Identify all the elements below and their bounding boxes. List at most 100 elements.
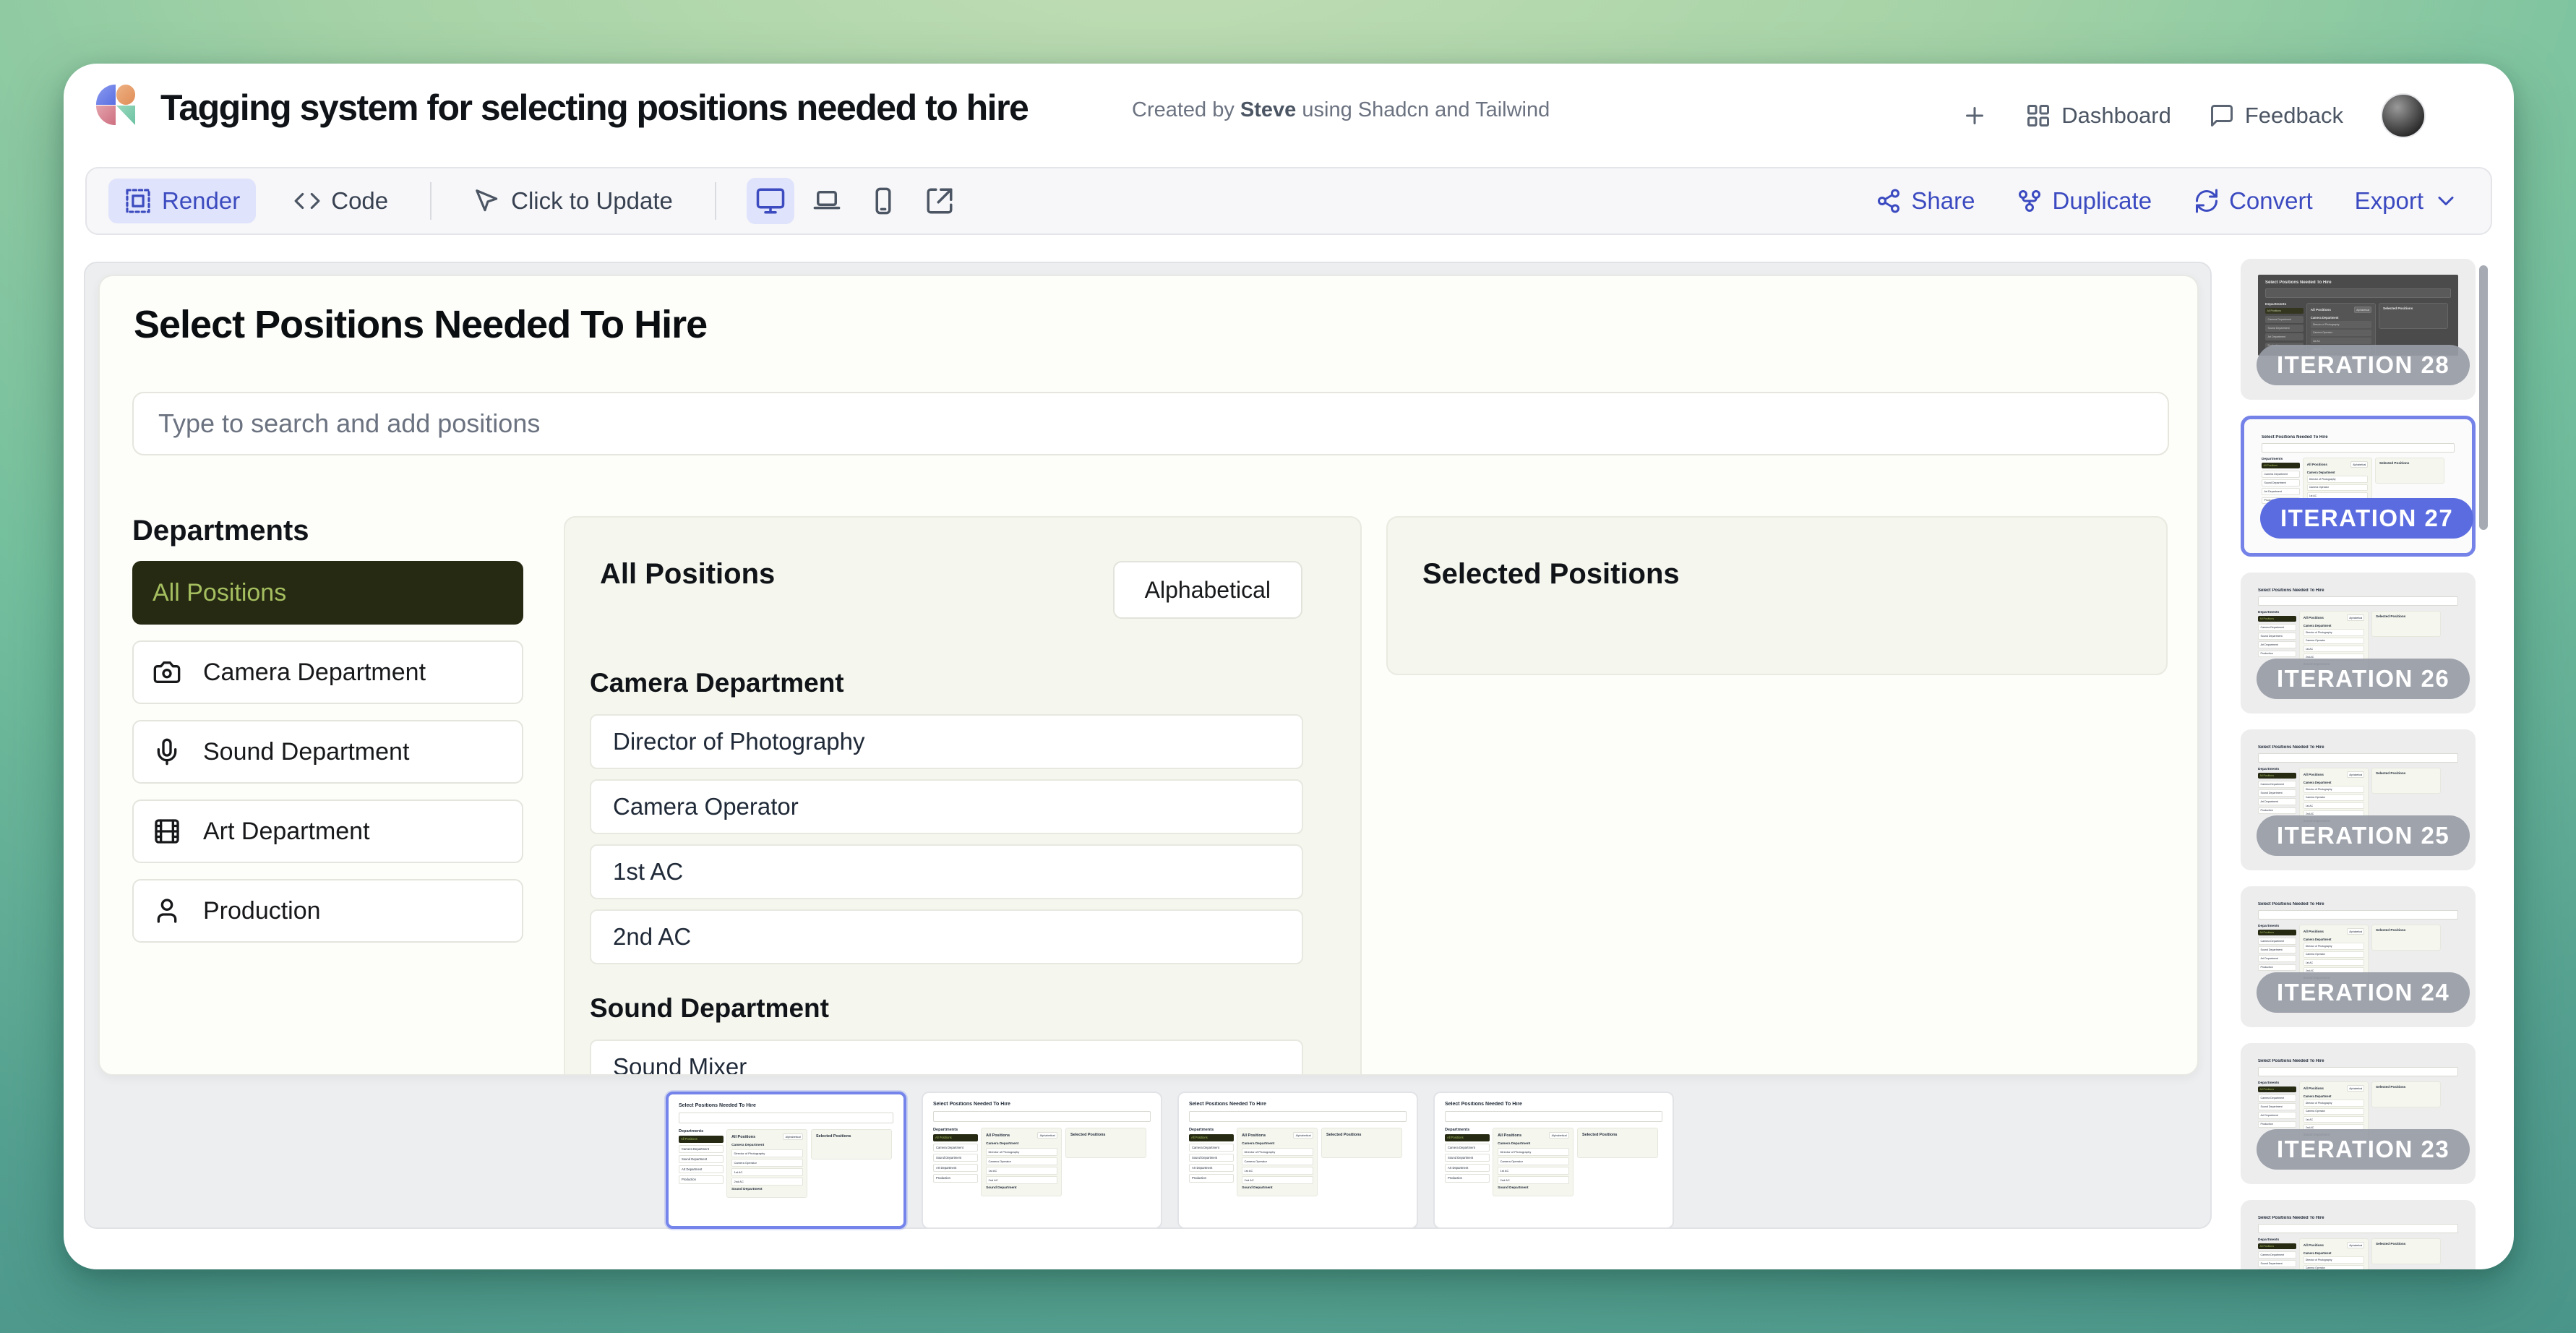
export-label: Export: [2354, 187, 2423, 214]
new-project-button[interactable]: [1962, 103, 1988, 129]
departments-heading: Departments: [132, 515, 309, 547]
open-external-icon: [924, 186, 955, 216]
preview-thumbnail[interactable]: Select Positions Needed To Hire Departme…: [922, 1092, 1162, 1229]
grid-icon: [2025, 103, 2051, 129]
iteration-preview: Select Positions Needed To Hire Departme…: [2258, 1216, 2458, 1269]
alphabetical-sort-button[interactable]: Alphabetical: [1112, 561, 1302, 619]
departments-column: Departments All Positions Camera Departm…: [132, 515, 523, 943]
code-label: Code: [331, 187, 389, 214]
mini-preview: Select Positions Needed To Hire Departme…: [933, 1102, 1151, 1196]
preview-thumbnail[interactable]: Select Positions Needed To Hire Departme…: [666, 1092, 906, 1229]
laptop-view-button[interactable]: [803, 178, 851, 224]
created-by-prefix: Created by: [1132, 98, 1235, 121]
speech-bubble-icon: [2209, 103, 2235, 129]
iteration-label: ITERATION 28: [2257, 345, 2470, 385]
department-icon: [153, 896, 181, 925]
click-to-update-label: Click to Update: [511, 187, 673, 214]
logo-quadrant-pink: [96, 105, 116, 125]
all-positions-panel: All Positions Alphabetical Camera Depart…: [564, 516, 1362, 1074]
sound-position-list: Sound Mixer: [590, 1040, 1303, 1074]
export-dropdown[interactable]: Export: [2355, 187, 2459, 215]
dashboard-button[interactable]: Dashboard: [2025, 103, 2171, 129]
iteration-label: ITERATION 24: [2257, 972, 2470, 1013]
sidebar-scrollbar[interactable]: [2479, 265, 2488, 530]
share-icon: [1876, 188, 1902, 214]
selected-positions-title: Selected Positions: [1422, 558, 1680, 590]
logo-quadrant-teal: [116, 105, 135, 125]
click-to-update-button[interactable]: Click to Update: [458, 179, 689, 223]
header: Tagging system for selecting positions n…: [64, 64, 2514, 167]
department-icon: [153, 737, 181, 766]
code-tab[interactable]: Code: [278, 179, 404, 223]
camera-department-group-title: Camera Department: [590, 668, 844, 698]
all-positions-label: All Positions: [153, 578, 287, 607]
department-label: Camera Department: [203, 658, 426, 686]
department-icon: [153, 658, 181, 687]
iteration-card[interactable]: Select Positions Needed To Hire Departme…: [2241, 729, 2476, 870]
dashboard-label: Dashboard: [2061, 102, 2171, 128]
mini-preview: Select Positions Needed To Hire Departme…: [1445, 1102, 1662, 1196]
sound-department-group-title: Sound Department: [590, 993, 829, 1023]
magic-patterns-logo[interactable]: [96, 85, 135, 125]
duplicate-label: Duplicate: [2052, 187, 2152, 214]
iteration-card[interactable]: Select Positions Needed To Hire Departme…: [2241, 886, 2476, 1027]
position-item[interactable]: 1st AC: [590, 844, 1303, 899]
position-item[interactable]: Director of Photography: [590, 714, 1303, 769]
render-icon: [124, 187, 152, 215]
preview-carousel: Select Positions Needed To Hire Departme…: [666, 1092, 1674, 1229]
share-button[interactable]: Share: [1876, 187, 1975, 215]
created-by-line: Created by Steve using Shadcn and Tailwi…: [1132, 98, 1550, 122]
iteration-card[interactable]: Select Positions Needed To Hire Departme…: [2241, 259, 2476, 400]
convert-icon: [2194, 188, 2220, 214]
convert-label: Convert: [2229, 187, 2313, 214]
iteration-label: ITERATION 25: [2257, 815, 2470, 856]
iterations-sidebar: Select Positions Needed To Hire Departme…: [2241, 259, 2476, 1269]
department-filter-button[interactable]: Sound Department: [132, 720, 523, 784]
mobile-view-button[interactable]: [859, 178, 907, 224]
iteration-card[interactable]: Select Positions Needed To Hire Departme…: [2241, 1043, 2476, 1184]
department-filter-button[interactable]: Art Department: [132, 800, 523, 863]
iteration-label: ITERATION 26: [2257, 659, 2470, 699]
department-label: Production: [203, 896, 321, 925]
mini-preview: Select Positions Needed To Hire Departme…: [679, 1103, 893, 1198]
toolbar-right-group: Share Duplicate Convert Export: [1876, 187, 2459, 215]
toolbar-left-group: Render Code Click to Update: [108, 178, 968, 224]
app-window: Tagging system for selecting positions n…: [64, 64, 2514, 1269]
created-by-suffix: using Shadcn and Tailwind: [1302, 98, 1550, 121]
department-filter-button[interactable]: Production: [132, 879, 523, 943]
position-item[interactable]: Camera Operator: [590, 779, 1303, 834]
iteration-card[interactable]: Select Positions Needed To Hire Departme…: [2241, 573, 2476, 713]
position-item[interactable]: 2nd AC: [590, 909, 1303, 964]
iteration-card[interactable]: Select Positions Needed To Hire Departme…: [2241, 416, 2476, 557]
all-positions-title: All Positions: [600, 558, 776, 590]
iteration-card[interactable]: Select Positions Needed To Hire Departme…: [2241, 1200, 2476, 1269]
preview-thumbnail[interactable]: Select Positions Needed To Hire Departme…: [1177, 1092, 1418, 1229]
convert-button[interactable]: Convert: [2194, 187, 2313, 215]
feedback-button[interactable]: Feedback: [2209, 103, 2343, 129]
cursor-icon: [473, 187, 501, 215]
iteration-label: ITERATION 23: [2257, 1129, 2470, 1170]
project-title: Tagging system for selecting positions n…: [160, 87, 1029, 128]
preview-thumbnail[interactable]: Select Positions Needed To Hire Departme…: [1433, 1092, 1674, 1229]
created-by-name: Steve: [1240, 98, 1297, 121]
toolbar-divider: [714, 182, 716, 220]
department-filter-all-positions[interactable]: All Positions: [132, 561, 523, 625]
rendered-app[interactable]: Select Positions Needed To Hire Type to …: [98, 275, 2199, 1076]
department-icon: [153, 817, 181, 846]
selected-positions-panel: Selected Positions: [1386, 516, 2168, 675]
render-tab[interactable]: Render: [108, 179, 257, 223]
open-in-new-button[interactable]: [916, 178, 963, 224]
monitor-icon: [755, 186, 786, 216]
smartphone-icon: [868, 186, 898, 216]
duplicate-button[interactable]: Duplicate: [2017, 187, 2152, 215]
desktop-view-button[interactable]: [746, 178, 794, 224]
position-item[interactable]: Sound Mixer: [590, 1040, 1303, 1074]
user-avatar[interactable]: [2381, 93, 2426, 138]
render-label: Render: [162, 187, 241, 214]
department-filter-button[interactable]: Camera Department: [132, 640, 523, 704]
department-label: Sound Department: [203, 737, 410, 766]
mini-preview: Select Positions Needed To Hire Departme…: [1189, 1102, 1407, 1196]
search-input[interactable]: Type to search and add positions: [132, 392, 2169, 455]
fork-icon: [2017, 188, 2043, 214]
share-label: Share: [1911, 187, 1975, 214]
